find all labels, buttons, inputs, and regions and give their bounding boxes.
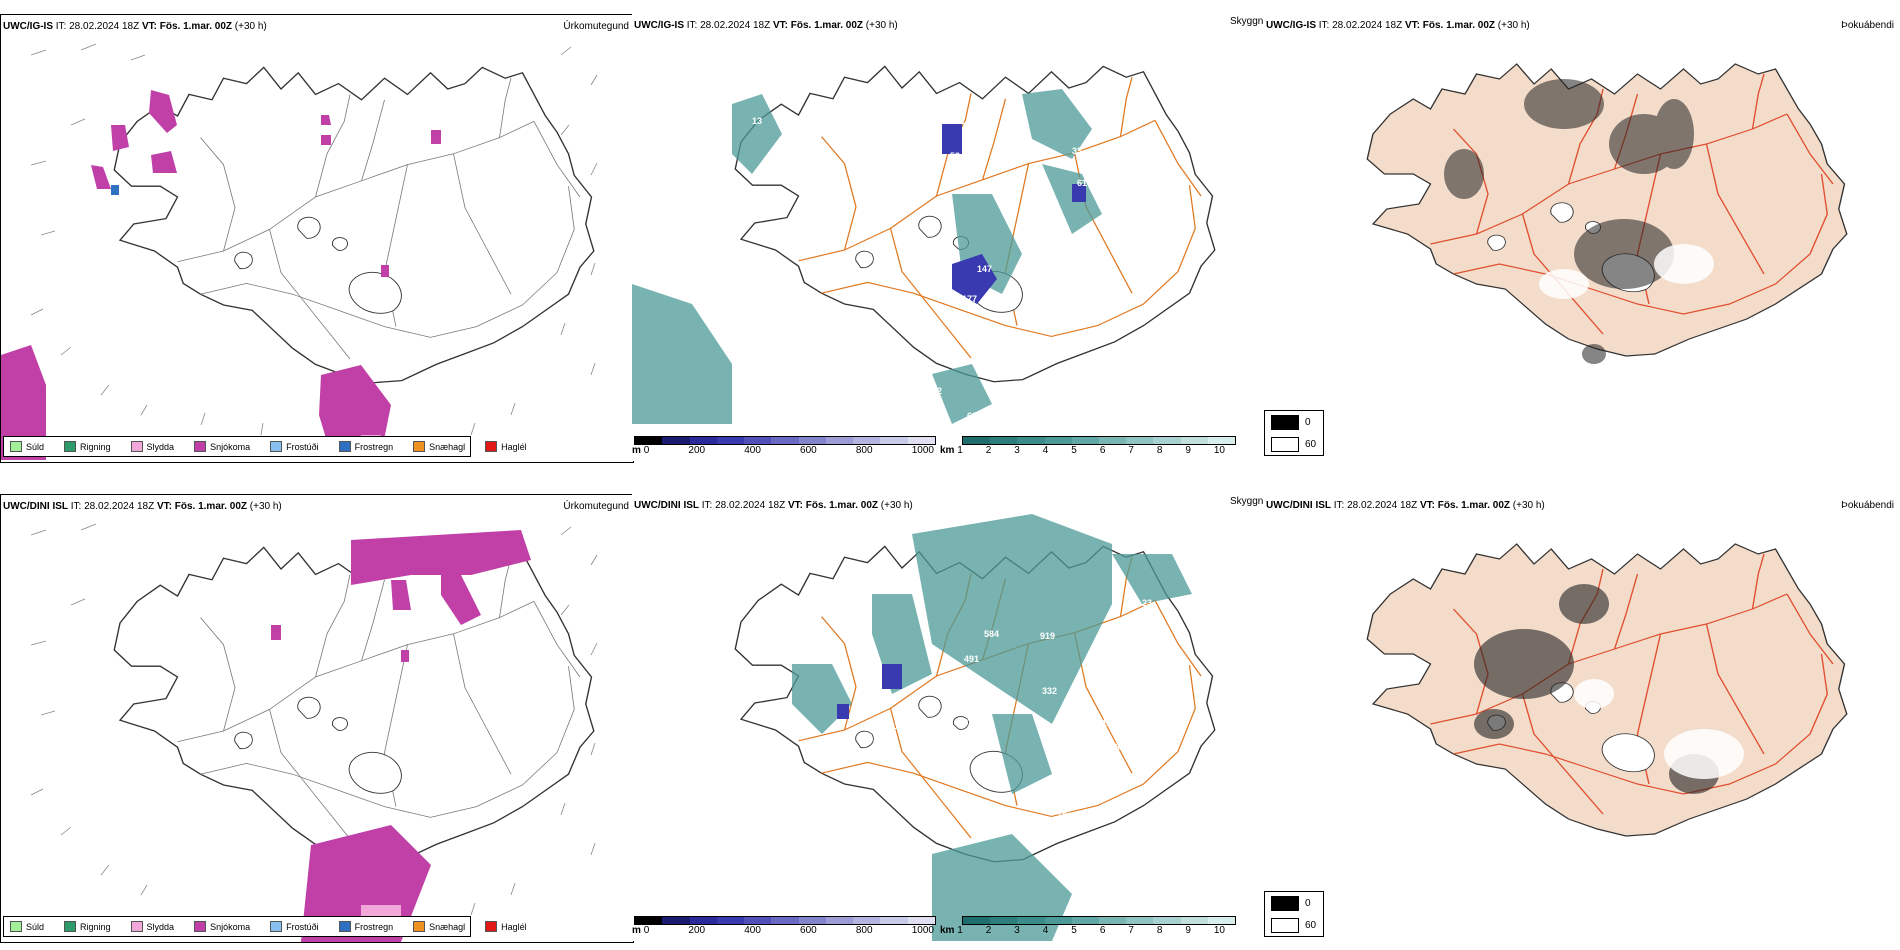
cloud-base-areas xyxy=(942,124,1086,304)
svg-text:919: 919 xyxy=(1040,631,1055,641)
fog-legend-bottom: 0 60 xyxy=(1264,891,1324,937)
fog-dark-areas xyxy=(1474,584,1719,794)
cloud-header-bottom: UWC/DINI ISL IT: 28.02.2024 18Z VT: Fös.… xyxy=(634,500,913,511)
fog-title-top: Þokuábendi xyxy=(1841,20,1894,31)
fog-map-canvas xyxy=(1366,63,1848,364)
svg-text:18: 18 xyxy=(1102,718,1112,728)
cloud-visibility-map-bottom: 491 584 919 332 297 170 23 18 184 153 UW… xyxy=(632,494,1264,941)
fog-header-bottom: UWC/DINI ISL IT: 28.02.2024 18Z VT: Fös.… xyxy=(1266,500,1545,511)
fog-title-bottom: Þokuábendi xyxy=(1841,500,1894,511)
svg-text:332: 332 xyxy=(1042,686,1057,696)
svg-text:170: 170 xyxy=(894,721,909,731)
fog-legend-top: 0 60 xyxy=(1264,410,1324,456)
precip-header-bottom: UWC/DINI ISL IT: 28.02.2024 18Z VT: Fös.… xyxy=(3,501,282,512)
svg-text:584: 584 xyxy=(984,629,999,639)
cloud-labels: 491 584 919 332 297 170 23 18 184 153 xyxy=(894,598,1152,821)
visibility-colorbar-bottom xyxy=(962,916,1236,925)
svg-text:153: 153 xyxy=(1057,811,1072,821)
svg-text:177: 177 xyxy=(962,294,977,304)
precip-header-top: UWC/IG-IS IT: 28.02.2024 18Z VT: Fös. 1.… xyxy=(3,21,267,32)
precip-map-canvas xyxy=(1,43,598,460)
svg-text:10: 10 xyxy=(792,141,802,151)
snowfall-areas xyxy=(1,90,441,460)
legend-swatch-sudd xyxy=(10,441,22,452)
svg-text:52: 52 xyxy=(950,151,960,161)
visibility-areas xyxy=(792,514,1192,941)
svg-text:33: 33 xyxy=(1072,146,1082,156)
cloud-map-canvas: 33 52 33 61 177 147 10 42 62 13 10 xyxy=(632,65,1216,424)
precip-map-canvas xyxy=(30,523,598,942)
cloud-base-ticks-bottom: m 0 200 400 600 800 1000 xyxy=(632,925,934,936)
precip-legend-bottom: Súld Rigning Slydda Snjókoma Frostúði Fr… xyxy=(3,916,527,937)
fog-map-canvas xyxy=(1366,543,1848,837)
fog-index-map-bottom: UWC/DINI ISL IT: 28.02.2024 18Z VT: Fös.… xyxy=(1264,494,1900,890)
precip-type-map-top: UWC/IG-IS IT: 28.02.2024 18Z VT: Fös. 1.… xyxy=(0,14,634,463)
svg-text:297: 297 xyxy=(957,718,972,728)
cloud-base-colorbar-bottom xyxy=(634,916,936,925)
precip-type-map-bottom: UWC/DINI ISL IT: 28.02.2024 18Z VT: Fös.… xyxy=(0,494,634,943)
fog-header-top: UWC/IG-IS IT: 28.02.2024 18Z VT: Fös. 1.… xyxy=(1266,20,1530,31)
svg-text:62: 62 xyxy=(967,411,977,421)
svg-text:23: 23 xyxy=(1142,598,1152,608)
visibility-ticks-bottom: km 1 2 3 4 5 6 7 8 9 10 xyxy=(940,925,1225,936)
cloud-title-top: Skyggni xyxy=(1230,16,1264,27)
svg-text:61: 61 xyxy=(1077,178,1087,188)
precip-legend-top: Súld Rigning Slydda Snjókoma Frostúði Fr… xyxy=(3,436,527,457)
cloud-labels: 33 52 33 61 177 147 10 42 62 13 10 xyxy=(752,116,1087,421)
precip-title-top: Úrkomutegund xyxy=(563,21,629,32)
svg-text:42: 42 xyxy=(932,386,942,396)
cloud-base-ticks-top: m 0 200 400 600 800 1000 xyxy=(632,445,934,456)
svg-text:491: 491 xyxy=(964,654,979,664)
svg-text:184: 184 xyxy=(1110,742,1125,752)
svg-text:147: 147 xyxy=(977,264,992,274)
cloud-title-bottom: Skyggni xyxy=(1230,496,1264,507)
svg-text:33: 33 xyxy=(962,121,972,131)
precip-title-bottom: Úrkomutegund xyxy=(563,501,629,512)
svg-text:13: 13 xyxy=(752,116,762,126)
fog-index-map-top: UWC/IG-IS IT: 28.02.2024 18Z VT: Fös. 1.… xyxy=(1264,14,1900,410)
cloud-header-top: UWC/IG-IS IT: 28.02.2024 18Z VT: Fös. 1.… xyxy=(634,20,898,31)
svg-text:10: 10 xyxy=(1057,336,1067,346)
cloud-visibility-map-top: 33 52 33 61 177 147 10 42 62 13 10 UWC/I… xyxy=(632,14,1264,461)
visibility-ticks-top: km 1 2 3 4 5 6 7 8 9 10 xyxy=(940,445,1225,456)
cloud-base-areas xyxy=(837,664,902,719)
fog-dark-areas xyxy=(1444,79,1694,364)
cloud-base-colorbar-top xyxy=(634,436,936,445)
visibility-colorbar-top xyxy=(962,436,1236,445)
cloud-map-canvas: 491 584 919 332 297 170 23 18 184 153 xyxy=(734,514,1216,941)
